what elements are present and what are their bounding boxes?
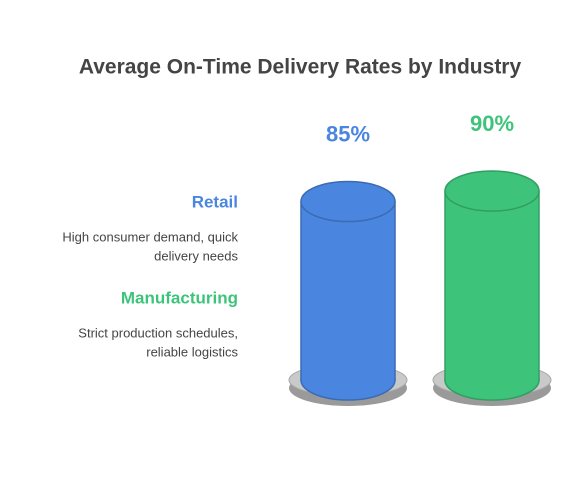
cylinder-body (301, 201, 395, 380)
category-description: High consumer demand, quick (62, 229, 238, 244)
value-label: 85% (326, 121, 370, 146)
category-label: Retail (192, 192, 238, 211)
category-description: reliable logistics (146, 344, 238, 359)
cylinder-body (445, 191, 539, 380)
category-label: Manufacturing (121, 288, 238, 307)
cylinder-top (300, 180, 396, 223)
chart-title: Average On-Time Delivery Rates by Indust… (79, 56, 522, 79)
category-description: delivery needs (154, 248, 238, 263)
value-label: 90% (470, 111, 514, 136)
cylinder-top (444, 170, 540, 212)
category-description: Strict production schedules, (78, 325, 238, 340)
